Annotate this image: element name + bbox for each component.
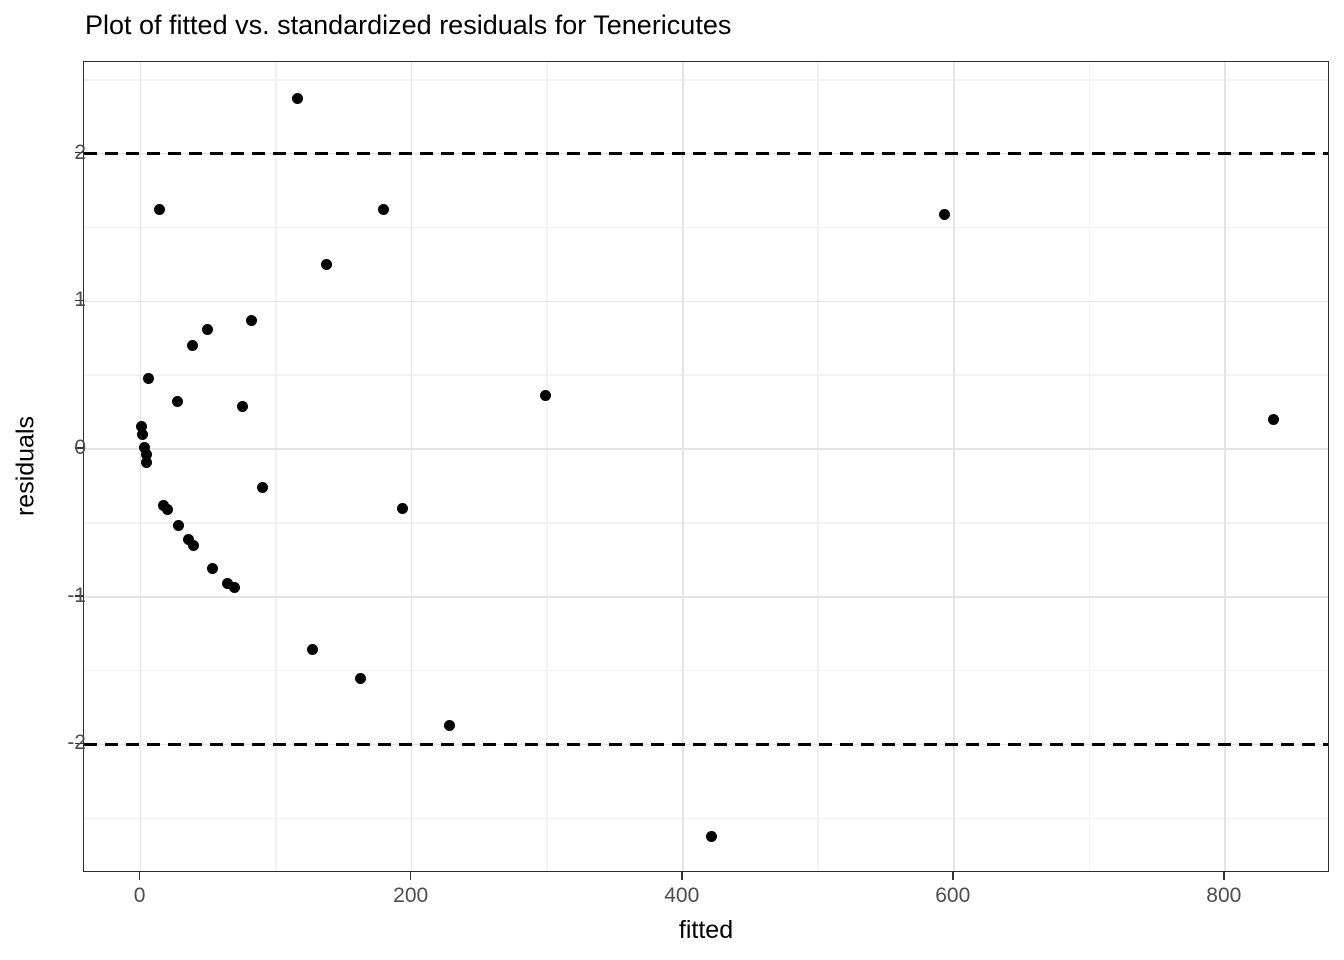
y-axis-tick-label: -1 — [67, 583, 86, 607]
minor-gridline-x — [1088, 62, 1091, 871]
x-axis-tick — [680, 872, 683, 880]
y-axis-tick — [75, 742, 83, 745]
data-point — [236, 400, 248, 412]
x-axis-tick — [138, 872, 141, 880]
minor-gridline-x — [275, 62, 277, 871]
major-gridline-y — [84, 300, 1328, 303]
x-axis-tick-label: 200 — [393, 884, 429, 907]
major-gridline-y — [84, 448, 1328, 450]
data-point — [540, 390, 552, 402]
y-axis-tick — [75, 594, 83, 597]
x-axis-tick-label: 600 — [935, 884, 971, 907]
chart-title: Plot of fitted vs. standardized residual… — [85, 10, 732, 40]
data-point — [221, 577, 233, 589]
data-point — [140, 456, 152, 468]
y-axis-tick-label: -2 — [67, 731, 86, 755]
minor-gridline-y — [84, 817, 1328, 820]
plot-panel — [83, 61, 1329, 872]
data-point — [154, 204, 166, 216]
minor-gridline-x — [817, 62, 820, 871]
y-axis-tick-label: 2 — [74, 140, 86, 164]
data-point — [705, 830, 717, 842]
data-point — [354, 672, 366, 684]
minor-gridline-y — [84, 669, 1328, 672]
data-point — [173, 520, 185, 532]
data-point — [201, 323, 213, 335]
major-gridline-x — [681, 62, 684, 871]
major-gridline-y — [84, 595, 1328, 598]
dashed-reference-line — [84, 743, 1328, 746]
data-point — [938, 208, 950, 220]
data-point — [228, 582, 240, 594]
data-point — [292, 93, 304, 105]
x-axis-title: fitted — [678, 916, 734, 944]
data-point — [171, 396, 183, 408]
data-point — [188, 539, 199, 551]
major-gridline-x — [1224, 62, 1226, 871]
x-axis-tick-label: 800 — [1206, 884, 1242, 907]
minor-gridline-y — [84, 374, 1328, 376]
x-axis-tick — [409, 872, 412, 880]
data-point — [307, 644, 319, 656]
y-axis-tick — [75, 299, 83, 302]
y-axis-tick — [75, 151, 83, 154]
minor-gridline-y — [84, 226, 1328, 229]
data-point — [136, 428, 148, 440]
minor-gridline-y — [84, 522, 1328, 524]
data-point — [182, 533, 194, 545]
data-point — [162, 504, 174, 516]
x-axis-tick — [951, 872, 954, 880]
data-point — [257, 481, 269, 493]
major-gridline-x — [952, 62, 955, 871]
minor-gridline-y — [84, 78, 1328, 81]
x-axis-tick-label: 0 — [133, 884, 146, 907]
major-gridline-x — [410, 62, 413, 871]
data-point — [377, 204, 389, 216]
y-axis-title: residuals — [11, 415, 40, 517]
data-point — [396, 502, 408, 514]
dashed-reference-line — [84, 152, 1328, 155]
y-axis-tick — [75, 447, 83, 449]
data-point — [206, 563, 218, 575]
data-point — [135, 421, 147, 433]
data-point — [1268, 413, 1280, 425]
y-axis-tick-label: 0 — [74, 436, 86, 460]
data-point — [140, 449, 152, 461]
data-point — [143, 372, 155, 384]
data-point — [444, 719, 456, 731]
data-point — [246, 315, 258, 326]
data-point — [139, 442, 151, 454]
x-axis-tick-label: 400 — [664, 884, 700, 907]
major-gridline-x — [139, 62, 142, 871]
data-point — [320, 258, 332, 270]
y-axis-tick-label: 1 — [74, 288, 86, 312]
minor-gridline-x — [546, 62, 548, 871]
data-point — [186, 340, 198, 352]
x-axis-tick — [1223, 872, 1225, 880]
